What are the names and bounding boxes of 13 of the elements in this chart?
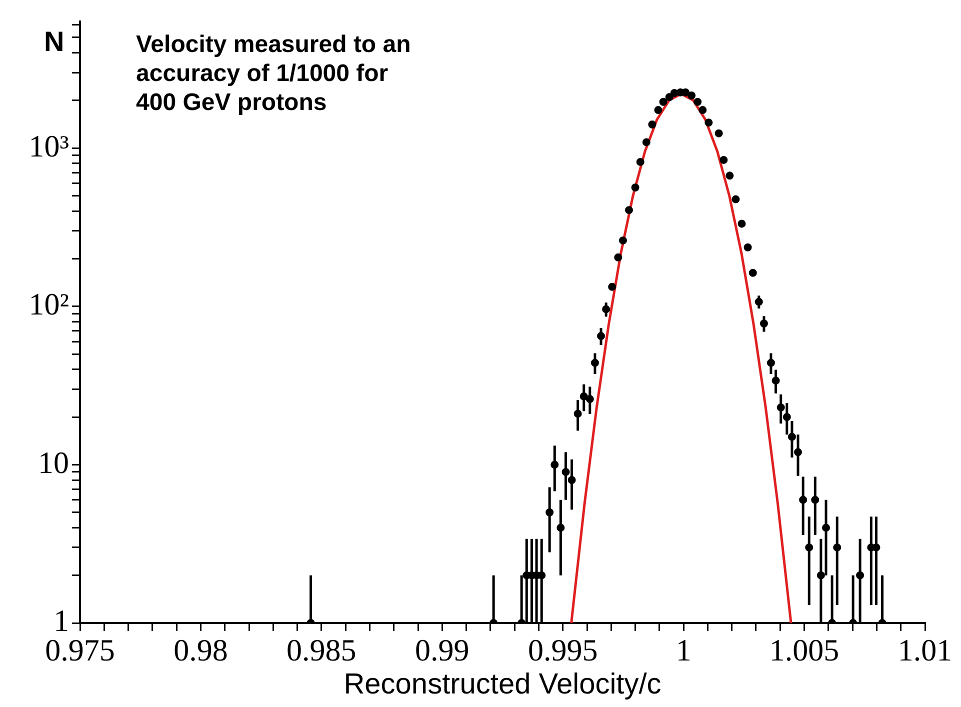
x-tick-label: 1.005 (769, 632, 840, 668)
annotation: Velocity measured to an accuracy of 1/1000 for 400 GeV protons (136, 30, 426, 117)
x-tick-label: 1.01 (898, 632, 952, 668)
y-tick-label: 10 (38, 444, 69, 480)
y-tick-label: 10² (28, 286, 69, 322)
y-tick-label: 10³ (28, 128, 69, 164)
x-tick-label: 0.99 (415, 632, 470, 668)
x-tick-label: 0.995 (528, 632, 598, 668)
x-tick-label: 1 (676, 632, 692, 668)
x-tick-label: 0.98 (174, 632, 228, 668)
x-tick-label: 0.985 (286, 632, 356, 668)
y-axis-title: N (44, 26, 64, 58)
x-axis-title: Reconstructed Velocity/c (344, 668, 662, 701)
